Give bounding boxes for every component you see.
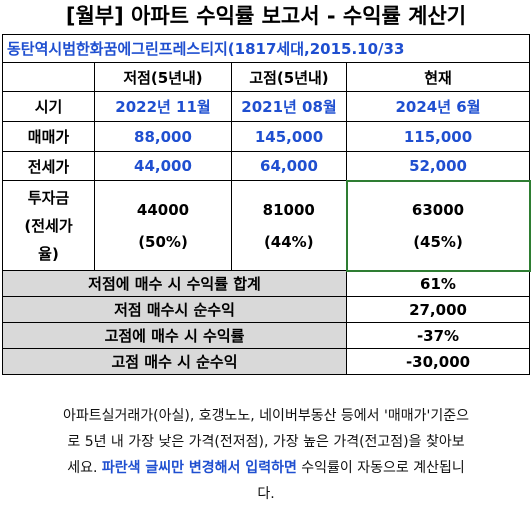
- calculator-table: 동탄역시범한화꿈에그린프레스티지(1817세대,2015.10/33 저점(5년…: [1, 34, 531, 375]
- instructions-text: 아파트실거래가(아실), 호갱노노, 네이버부동산 등에서 '매매가'기준으 로…: [3, 403, 529, 507]
- jeonse-now-cell[interactable]: 52,000: [345, 151, 531, 181]
- jeonse-high-cell[interactable]: 64,000: [231, 151, 347, 181]
- invest-label-line2: (전세가: [24, 216, 73, 235]
- apartment-name-cell[interactable]: 동탄역시범한화꿈에그린프레스티지(1817세대,2015.10/33: [1, 34, 531, 63]
- sale-low-cell[interactable]: 88,000: [94, 121, 232, 152]
- row-label-jeonse: 전세가: [2, 151, 95, 181]
- instructions-line3: 세요. 파란색 글씨만 변경해서 입력하면 수익률이 자동으로 계산됩니: [3, 455, 529, 481]
- row-label-sale: 매매가: [2, 121, 95, 152]
- summary-value-low-return: 61%: [345, 270, 531, 297]
- summary-value-high-return: -37%: [345, 322, 531, 349]
- summary-value-high-profit: -30,000: [345, 348, 531, 375]
- period-high-cell[interactable]: 2021년 08월: [231, 91, 347, 122]
- instructions-line4: 다.: [257, 486, 275, 502]
- summary-label-low-return: 저점에 매수 시 수익률 합계: [2, 270, 347, 297]
- row-label-invest: 투자금 (전세가 율): [2, 180, 95, 271]
- page-title: [월부] 아파트 수익률 보고서 - 수익률 계산기: [65, 4, 467, 28]
- invest-low-amount: 44000: [136, 200, 190, 219]
- instructions-line1: 아파트실거래가(아실), 호갱노노, 네이버부동산 등에서 '매매가'기준으: [63, 408, 469, 424]
- instructions-line3-pre: 세요.: [67, 460, 102, 476]
- header-now: 현재: [345, 62, 531, 92]
- header-high: 고점(5년내): [231, 62, 347, 92]
- invest-high-cell: 81000 (44%): [231, 180, 347, 271]
- header-low: 저점(5년내): [94, 62, 232, 92]
- summary-value-low-profit: 27,000: [345, 296, 531, 323]
- sale-now-cell[interactable]: 115,000: [345, 121, 531, 152]
- row-label-period: 시기: [2, 91, 95, 122]
- invest-high-pct: (44%): [263, 232, 314, 251]
- summary-label-high-return: 고점에 매수 시 수익률: [2, 322, 347, 349]
- instructions-emphasis: 파란색 글씨만 변경해서 입력하면: [101, 460, 297, 476]
- instructions-line3-post: 수익률이 자동으로 계산됩니: [296, 460, 465, 476]
- invest-now-cell[interactable]: 63000 (45%): [345, 179, 531, 272]
- summary-label-low-profit: 저점 매수시 순수익: [2, 296, 347, 323]
- invest-now-pct: (45%): [413, 232, 463, 251]
- period-now-cell[interactable]: 2024년 6월: [345, 91, 531, 122]
- jeonse-low-cell[interactable]: 44,000: [94, 151, 232, 181]
- sale-high-cell[interactable]: 145,000: [231, 121, 347, 152]
- invest-label-line3: 율): [38, 244, 59, 263]
- invest-now-amount: 63000: [411, 200, 465, 219]
- invest-low-pct: (50%): [138, 232, 188, 251]
- header-empty-cell: [2, 62, 95, 92]
- instructions-line2: 로 5년 내 가장 낮은 가격(전저점), 가장 높은 가격(전고점)을 찾아보: [67, 434, 465, 450]
- invest-high-amount: 81000: [262, 200, 315, 219]
- invest-label-line1: 투자금: [27, 188, 70, 207]
- invest-low-cell: 44000 (50%): [94, 180, 232, 271]
- period-low-cell[interactable]: 2022년 11월: [94, 91, 232, 122]
- summary-label-high-profit: 고점 매수 시 순수익: [2, 348, 347, 375]
